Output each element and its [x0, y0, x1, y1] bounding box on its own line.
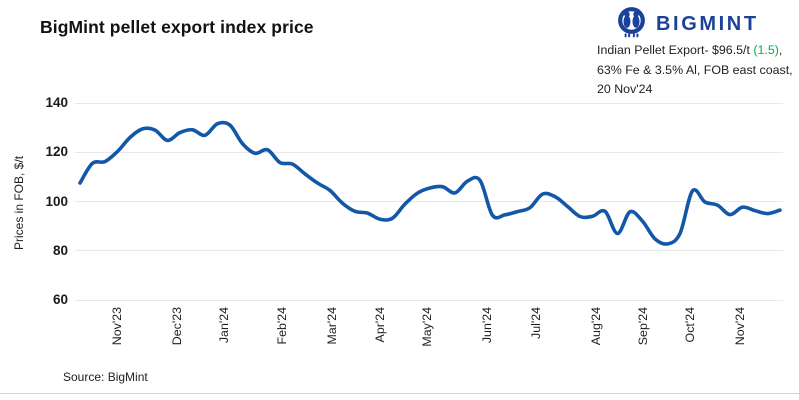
index-annotation: Indian Pellet Export- $96.5/t (1.5), 63%…	[597, 41, 797, 100]
annotation-line1: Indian Pellet Export- $96.5/t (1.5),	[597, 43, 783, 57]
x-tick-label: Mar'24	[324, 307, 339, 345]
page-title: BigMint pellet export index price	[40, 17, 314, 37]
y-tick-label: 80	[52, 242, 68, 258]
gridline	[75, 201, 783, 202]
bottom-divider	[0, 393, 799, 394]
y-axis-title: Prices in FOB, $/t	[12, 155, 26, 251]
annotation-line2: 63% Fe & 3.5% Al, FOB east coast,	[597, 62, 793, 77]
x-tick-label: Nov'23	[109, 307, 124, 346]
y-tick-label: 100	[45, 193, 68, 209]
annotation-line3: 20 Nov'24	[597, 82, 653, 96]
x-tick-label: Sep'24	[636, 307, 651, 346]
y-tick-label: 140	[45, 95, 68, 110]
bigmint-logo: BIGMINT	[613, 6, 759, 43]
y-tick-label: 60	[52, 292, 68, 307]
price-change-value: (1.5)	[753, 43, 779, 57]
source-note: Source: BigMint	[63, 370, 148, 384]
x-tick-label: Jul'24	[529, 307, 543, 339]
gridline	[75, 250, 783, 252]
x-tick-label: Oct'24	[683, 307, 697, 343]
x-tick-label: Nov'24	[733, 307, 747, 346]
x-tick-label: Jun'24	[479, 307, 494, 344]
gridline	[75, 102, 783, 104]
gridline	[75, 299, 783, 301]
bigmint-penguins-icon	[613, 6, 650, 43]
gridline	[75, 151, 783, 153]
y-tick-label: 120	[45, 144, 68, 160]
x-tick-label: May'24	[419, 307, 434, 347]
x-tick-label: Aug'24	[588, 307, 603, 346]
price-line	[78, 120, 782, 246]
x-tick-label: Feb'24	[274, 307, 289, 345]
x-tick-label: Jan'24	[217, 307, 231, 344]
x-tick-label: Apr'24	[373, 307, 387, 343]
x-tick-label: Dec'23	[169, 307, 184, 346]
bigmint-wordmark: BIGMINT	[656, 13, 759, 35]
